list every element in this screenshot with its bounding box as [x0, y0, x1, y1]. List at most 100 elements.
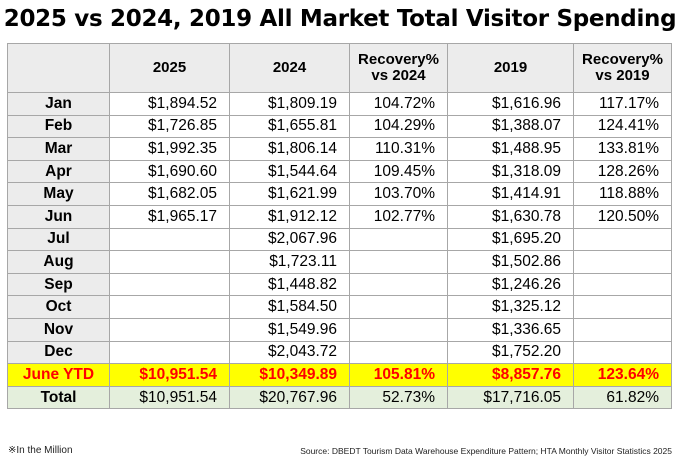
cell-v2024: $1,912.12 [229, 204, 350, 229]
cell-v2025: $1,965.17 [109, 204, 230, 229]
cell-v2025 [109, 227, 230, 252]
cell-r2024: 110.31% [349, 137, 448, 161]
cell-r2019 [573, 250, 672, 274]
cell-v2019: $1,616.96 [447, 92, 574, 116]
header-corner [7, 43, 110, 93]
row-label: Jan [7, 92, 110, 116]
table-row: Aug $1,723.11 $1,502.86 [7, 250, 672, 274]
row-label: Aug [7, 250, 110, 274]
cell-v2019: $1,630.78 [447, 204, 574, 229]
cell-v2024: $1,448.82 [229, 272, 350, 297]
column-header: Recovery% vs 2024 [349, 43, 448, 93]
cell-v2024: $1,809.19 [229, 92, 350, 116]
total-row: Total $10,951.54 $20,767.96 52.73% $17,716.0… [7, 385, 672, 410]
row-label: Apr [7, 159, 110, 184]
cell-r2024: 105.81% [349, 363, 448, 387]
row-label: Total [7, 385, 110, 410]
table-body: Jan $1,894.52 $1,809.19 104.72% $1,616.96 117… [7, 92, 672, 410]
cell-r2019 [573, 295, 672, 319]
cell-v2019: $1,752.20 [447, 340, 574, 365]
table-row: Jul $2,067.96 $1,695.20 [7, 227, 672, 252]
cell-v2024: $1,621.99 [229, 182, 350, 206]
cell-r2019: 117.17% [573, 92, 672, 116]
cell-r2019: 123.64% [573, 363, 672, 387]
cell-v2025: $1,682.05 [109, 182, 230, 206]
cell-v2025 [109, 250, 230, 274]
table-row: Oct $1,584.50 $1,325.12 [7, 295, 672, 319]
cell-r2019: 124.41% [573, 114, 672, 139]
row-label: Dec [7, 340, 110, 365]
cell-v2025 [109, 295, 230, 319]
column-header: Recovery% vs 2019 [573, 43, 672, 93]
cell-v2024: $1,544.64 [229, 159, 350, 184]
cell-v2019: $1,246.26 [447, 272, 574, 297]
table-row: Sep $1,448.82 $1,246.26 [7, 272, 672, 297]
row-label: Feb [7, 114, 110, 139]
cell-v2019: $1,414.91 [447, 182, 574, 206]
cell-v2024: $2,067.96 [229, 227, 350, 252]
cell-v2025 [109, 317, 230, 342]
cell-r2024: 104.72% [349, 92, 448, 116]
cell-v2024: $1,806.14 [229, 137, 350, 161]
table-row: May $1,682.05 $1,621.99 103.70% $1,414.91 118… [7, 182, 672, 206]
row-label: June YTD [7, 363, 110, 387]
cell-r2024 [349, 227, 448, 252]
cell-r2019 [573, 317, 672, 342]
cell-v2024: $1,655.81 [229, 114, 350, 139]
header-row: 2025 2024 Recovery% vs 2024 2019 Recovery% vs … [7, 43, 672, 93]
cell-v2024: $1,723.11 [229, 250, 350, 274]
cell-v2025 [109, 272, 230, 297]
row-label: Oct [7, 295, 110, 319]
cell-r2024: 52.73% [349, 385, 448, 410]
cell-r2019 [573, 272, 672, 297]
cell-v2019: $8,857.76 [447, 363, 574, 387]
cell-r2024: 109.45% [349, 159, 448, 184]
cell-v2025: $1,992.35 [109, 137, 230, 161]
cell-v2025: $1,894.52 [109, 92, 230, 116]
row-label: Jul [7, 227, 110, 252]
ytd-row: June YTD $10,951.54 $10,349.89 105.81% $8,85… [7, 363, 672, 387]
cell-v2024: $1,584.50 [229, 295, 350, 319]
cell-r2019: 128.26% [573, 159, 672, 184]
column-header: 2019 [447, 43, 574, 93]
page-title: 2025 vs 2024, 2019 All Market Total Visi… [3, 6, 677, 32]
column-header: 2025 [109, 43, 230, 93]
cell-v2019: $1,695.20 [447, 227, 574, 252]
cell-r2019: 120.50% [573, 204, 672, 229]
table-row: Mar $1,992.35 $1,806.14 110.31% $1,488.95 133… [7, 137, 672, 161]
table-row: Nov $1,549.96 $1,336.65 [7, 317, 672, 342]
cell-v2019: $1,488.95 [447, 137, 574, 161]
row-label: Sep [7, 272, 110, 297]
cell-v2019: $1,502.86 [447, 250, 574, 274]
cell-r2019: 61.82% [573, 385, 672, 410]
cell-v2025 [109, 340, 230, 365]
cell-v2019: $17,716.05 [447, 385, 574, 410]
cell-v2025: $10,951.54 [109, 385, 230, 410]
cell-r2024: 104.29% [349, 114, 448, 139]
cell-v2024: $2,043.72 [229, 340, 350, 365]
cell-r2019: 133.81% [573, 137, 672, 161]
table-row: Jun $1,965.17 $1,912.12 102.77% $1,630.78 120… [7, 204, 672, 229]
column-header: 2024 [229, 43, 350, 93]
cell-v2019: $1,318.09 [447, 159, 574, 184]
cell-v2019: $1,336.65 [447, 317, 574, 342]
cell-v2025: $10,951.54 [109, 363, 230, 387]
cell-v2024: $1,549.96 [229, 317, 350, 342]
cell-r2024 [349, 250, 448, 274]
row-label: Mar [7, 137, 110, 161]
cell-v2019: $1,388.07 [447, 114, 574, 139]
cell-v2025: $1,690.60 [109, 159, 230, 184]
source-note: Source: DBEDT Tourism Data Warehouse Exp… [300, 446, 672, 456]
table-row: Feb $1,726.85 $1,655.81 104.29% $1,388.07 124… [7, 114, 672, 139]
cell-r2024: 102.77% [349, 204, 448, 229]
row-label: May [7, 182, 110, 206]
table-row: Dec $2,043.72 $1,752.20 [7, 340, 672, 365]
cell-r2024 [349, 272, 448, 297]
cell-r2024 [349, 295, 448, 319]
row-label: Jun [7, 204, 110, 229]
cell-r2019: 118.88% [573, 182, 672, 206]
cell-r2019 [573, 340, 672, 365]
cell-v2025: $1,726.85 [109, 114, 230, 139]
row-label: Nov [7, 317, 110, 342]
table-row: Jan $1,894.52 $1,809.19 104.72% $1,616.96 117… [7, 92, 672, 116]
